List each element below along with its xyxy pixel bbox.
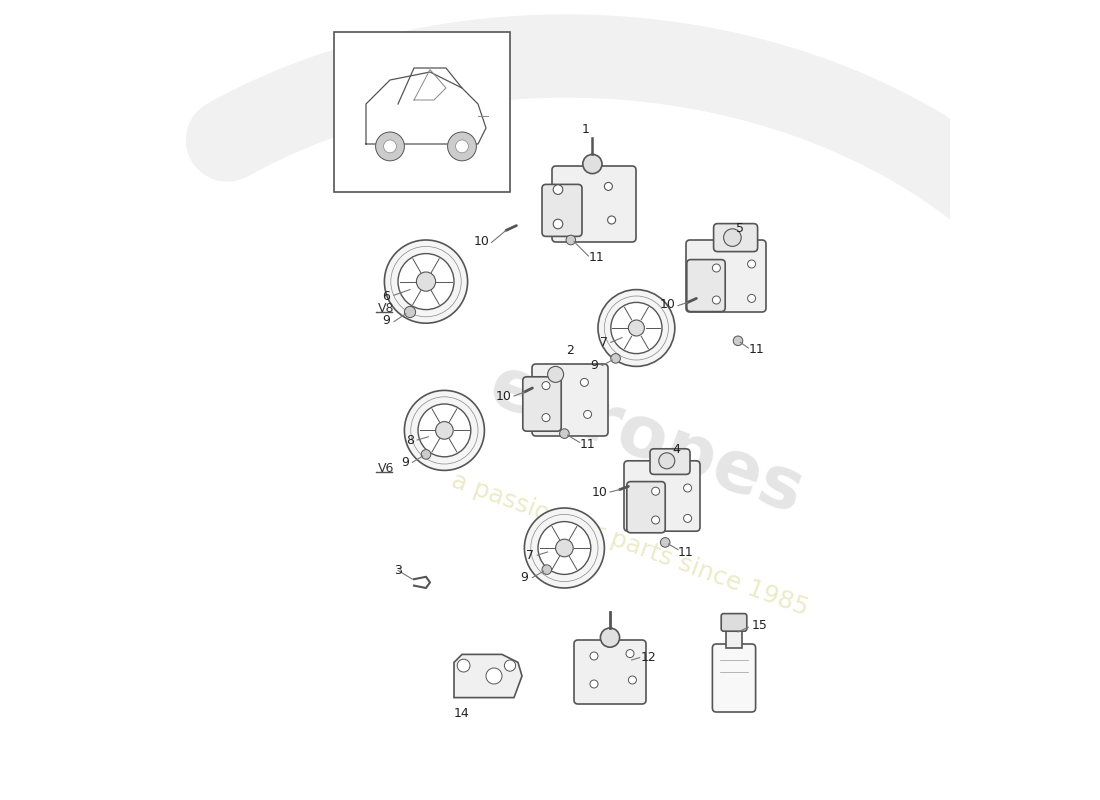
Circle shape bbox=[398, 254, 454, 310]
Circle shape bbox=[455, 140, 469, 153]
Circle shape bbox=[659, 453, 674, 469]
FancyBboxPatch shape bbox=[624, 461, 700, 531]
Circle shape bbox=[583, 154, 602, 174]
Text: 10: 10 bbox=[496, 390, 512, 402]
Text: V8: V8 bbox=[378, 302, 395, 314]
Text: 9: 9 bbox=[590, 359, 598, 372]
Circle shape bbox=[598, 290, 674, 366]
Circle shape bbox=[651, 516, 660, 524]
Circle shape bbox=[590, 652, 598, 660]
Circle shape bbox=[748, 260, 756, 268]
Circle shape bbox=[436, 422, 453, 439]
Text: 10: 10 bbox=[592, 486, 607, 498]
Circle shape bbox=[525, 508, 604, 588]
Circle shape bbox=[683, 514, 692, 522]
Text: 7: 7 bbox=[600, 336, 607, 349]
Circle shape bbox=[405, 390, 484, 470]
Bar bbox=[334, 32, 510, 192]
Circle shape bbox=[417, 272, 436, 291]
Circle shape bbox=[542, 565, 551, 574]
Circle shape bbox=[713, 264, 721, 272]
Circle shape bbox=[560, 429, 569, 438]
FancyBboxPatch shape bbox=[686, 240, 766, 312]
Text: 11: 11 bbox=[580, 438, 595, 451]
Circle shape bbox=[683, 484, 692, 492]
Circle shape bbox=[542, 382, 550, 390]
FancyBboxPatch shape bbox=[522, 377, 561, 431]
Circle shape bbox=[584, 410, 592, 418]
Circle shape bbox=[538, 522, 591, 574]
Circle shape bbox=[610, 354, 620, 363]
Circle shape bbox=[628, 676, 637, 684]
Circle shape bbox=[607, 216, 616, 224]
Text: 4: 4 bbox=[672, 443, 680, 456]
Circle shape bbox=[553, 185, 563, 194]
Circle shape bbox=[486, 668, 502, 684]
Text: 9: 9 bbox=[382, 314, 389, 326]
FancyBboxPatch shape bbox=[627, 482, 666, 533]
Text: 9: 9 bbox=[520, 571, 528, 584]
FancyBboxPatch shape bbox=[574, 640, 646, 704]
Circle shape bbox=[375, 132, 405, 161]
Text: 11: 11 bbox=[678, 546, 694, 558]
FancyBboxPatch shape bbox=[714, 223, 758, 251]
Circle shape bbox=[458, 659, 470, 672]
Bar bbox=[726, 628, 742, 648]
FancyBboxPatch shape bbox=[686, 259, 725, 311]
FancyBboxPatch shape bbox=[650, 449, 690, 474]
Circle shape bbox=[384, 240, 468, 323]
Text: 11: 11 bbox=[588, 251, 604, 264]
Text: a passion for parts since 1985: a passion for parts since 1985 bbox=[448, 468, 812, 620]
Circle shape bbox=[604, 182, 613, 190]
Text: 2: 2 bbox=[566, 344, 574, 357]
Circle shape bbox=[601, 628, 619, 647]
Text: 6: 6 bbox=[382, 290, 389, 302]
Text: 3: 3 bbox=[394, 564, 402, 577]
Circle shape bbox=[734, 336, 742, 346]
Circle shape bbox=[448, 132, 476, 161]
Circle shape bbox=[556, 539, 573, 557]
Circle shape bbox=[628, 320, 645, 336]
Text: 10: 10 bbox=[660, 298, 675, 310]
Text: 15: 15 bbox=[751, 619, 768, 632]
Text: 8: 8 bbox=[406, 434, 414, 446]
Circle shape bbox=[610, 302, 662, 354]
Circle shape bbox=[581, 378, 589, 386]
Circle shape bbox=[421, 450, 431, 459]
Circle shape bbox=[724, 229, 741, 246]
Circle shape bbox=[660, 538, 670, 547]
Text: 7: 7 bbox=[526, 549, 534, 562]
Text: europes: europes bbox=[480, 351, 813, 529]
Circle shape bbox=[505, 660, 516, 671]
FancyBboxPatch shape bbox=[542, 184, 582, 237]
Circle shape bbox=[590, 680, 598, 688]
Text: 11: 11 bbox=[748, 343, 764, 356]
Text: 5: 5 bbox=[736, 222, 745, 234]
Text: 12: 12 bbox=[640, 651, 657, 664]
Circle shape bbox=[748, 294, 756, 302]
Text: 14: 14 bbox=[454, 707, 470, 720]
FancyBboxPatch shape bbox=[722, 614, 747, 631]
Circle shape bbox=[405, 306, 416, 318]
Circle shape bbox=[566, 235, 575, 245]
Text: 9: 9 bbox=[402, 456, 409, 469]
Text: 1: 1 bbox=[582, 123, 590, 136]
Circle shape bbox=[384, 140, 396, 153]
FancyBboxPatch shape bbox=[713, 644, 756, 712]
Circle shape bbox=[713, 296, 721, 304]
Circle shape bbox=[548, 366, 563, 382]
Circle shape bbox=[553, 219, 563, 229]
Text: 10: 10 bbox=[474, 235, 490, 248]
Circle shape bbox=[418, 404, 471, 457]
FancyBboxPatch shape bbox=[532, 364, 608, 436]
FancyBboxPatch shape bbox=[552, 166, 636, 242]
Text: V6: V6 bbox=[378, 462, 395, 474]
Circle shape bbox=[542, 414, 550, 422]
Circle shape bbox=[626, 650, 634, 658]
Circle shape bbox=[651, 487, 660, 495]
Polygon shape bbox=[454, 654, 522, 698]
